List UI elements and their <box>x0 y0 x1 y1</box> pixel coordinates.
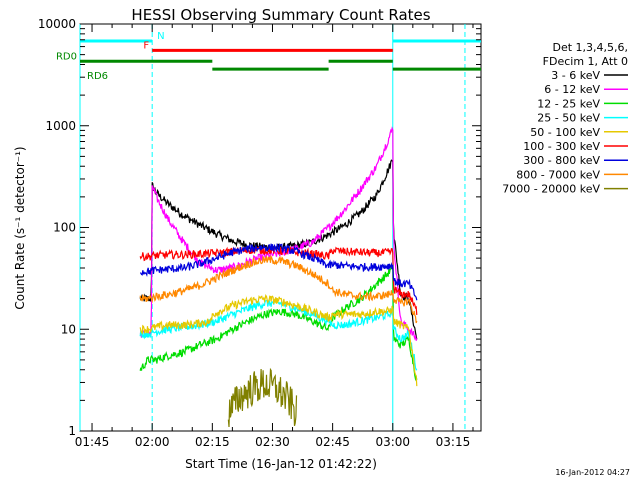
x-tick-label-3: 02:30 <box>255 435 290 449</box>
legend-entry-label-1: 6 - 12 keV <box>544 83 600 96</box>
flag-n-label: N <box>157 31 164 42</box>
y-axis-label: Count Rate (s⁻¹ detector⁻¹) <box>13 146 27 309</box>
y-axis-ticks: 1 10 100 1000 10000 <box>38 17 481 438</box>
legend-header-line-1: Det 1,3,4,5,6, <box>552 41 628 54</box>
legend-entry-label-7: 800 - 7000 keV <box>516 168 600 181</box>
series-line-2 <box>139 264 418 382</box>
legend-entry-label-0: 3 - 6 keV <box>551 69 600 82</box>
y-tick-label-0: 1 <box>68 424 76 438</box>
footer-timestamp: 16-Jan-2012 04:27 <box>555 468 630 477</box>
flag-rd0-label: RD0 <box>56 51 77 62</box>
series-line-0 <box>139 159 418 340</box>
x-tick-label-4: 02:45 <box>315 435 350 449</box>
y-tick-label-1: 10 <box>61 322 76 336</box>
legend-entry-label-6: 300 - 800 keV <box>523 154 600 167</box>
legend-entry-label-3: 25 - 50 keV <box>537 112 600 125</box>
series-line-7 <box>139 254 418 324</box>
series-line-5 <box>139 246 418 315</box>
flag-bars: NF RD0 RD6 <box>56 31 481 82</box>
series-lines <box>139 126 418 428</box>
flag-f-label: F <box>143 40 149 51</box>
x-axis-ticks: 01:45 02:00 02:15 02:30 02:45 03:00 03:15 <box>75 24 474 449</box>
x-tick-label-2: 02:15 <box>195 435 230 449</box>
legend-entry-label-4: 50 - 100 keV <box>530 126 600 139</box>
y-tick-label-3: 1000 <box>45 119 76 133</box>
flag-rd6-label: RD6 <box>87 71 108 82</box>
chart-title: HESSI Observing Summary Count Rates <box>131 6 430 24</box>
x-tick-label-1: 02:00 <box>135 435 170 449</box>
legend-header-line-2: FDecim 1, Att 0 <box>543 55 628 68</box>
series-line-6 <box>140 243 418 301</box>
x-tick-label-5: 03:00 <box>375 435 410 449</box>
y-tick-label-2: 100 <box>53 221 76 235</box>
x-tick-label-6: 03:15 <box>436 435 471 449</box>
series-line-8 <box>227 367 298 428</box>
legend-entry-label-8: 7000 - 20000 keV <box>502 183 600 196</box>
legend-entry-label-5: 100 - 300 keV <box>523 140 600 153</box>
x-tick-label-0: 01:45 <box>75 435 110 449</box>
y-tick-label-4: 10000 <box>38 17 76 31</box>
legend: Det 1,3,4,5,6, FDecim 1, Att 0 3 - 6 keV… <box>502 41 628 196</box>
series-line-4 <box>139 294 418 387</box>
x-axis-label: Start Time (16-Jan-12 01:42:22) <box>185 457 377 471</box>
legend-entry-label-2: 12 - 25 keV <box>537 97 600 110</box>
